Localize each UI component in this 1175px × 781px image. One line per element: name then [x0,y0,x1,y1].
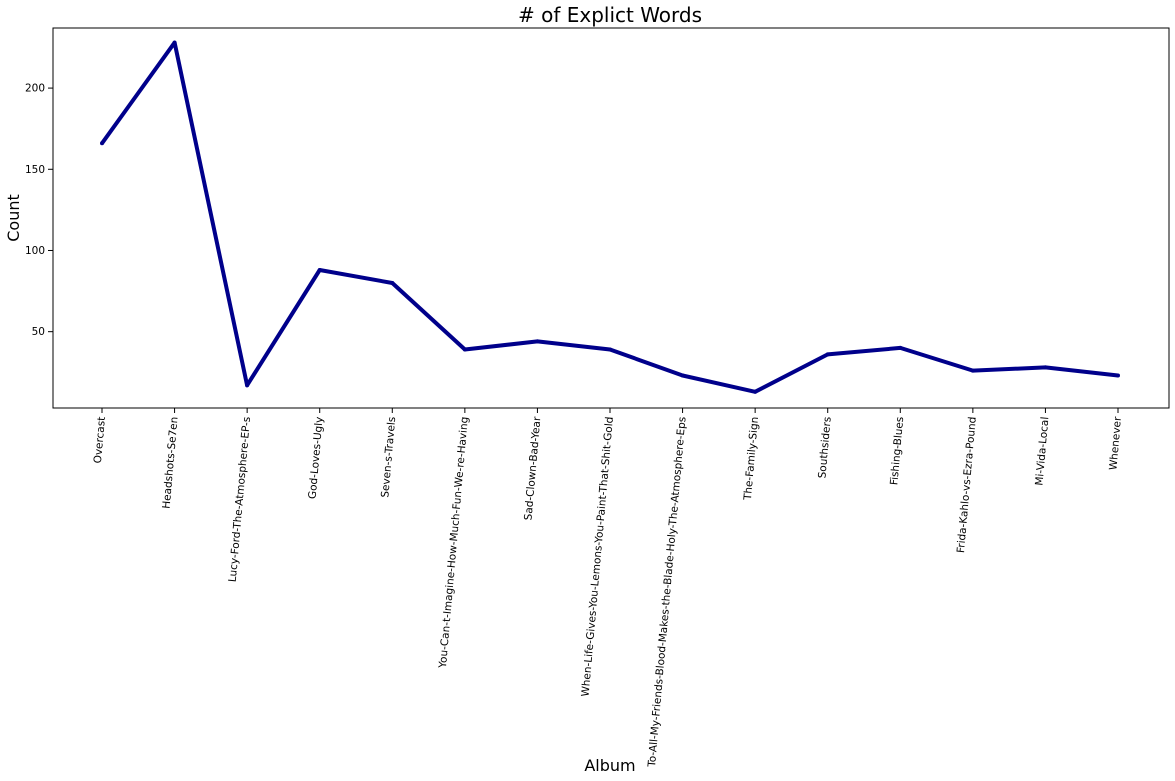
x-tick-label: You-Can-t-Imagine-How-Much-Fun-We-re-Hav… [437,416,471,669]
data-point [390,280,395,285]
x-tick-label: God-Loves-Ugly [307,416,326,499]
data-point [1116,373,1120,378]
x-tick-label: Overcast [92,416,108,464]
data-point [1043,365,1048,370]
plot-area-frame [52,27,1170,409]
y-axis: 50 100 150 200 [25,83,53,338]
y-axis-label: Count [4,194,23,242]
y-tick-label: 200 [25,83,45,95]
x-axis: Overcast Headshots-Se7en Lucy-Ford-The-Atm… [92,408,1124,768]
x-tick-label: Whenever [1107,416,1124,471]
x-tick-label: Sad-Clown-Bad-Year [522,416,543,521]
data-point [970,368,975,373]
data-point [462,347,467,352]
data-point [317,267,322,272]
series-line [100,40,1119,394]
data-point [825,352,830,357]
data-point [898,345,903,350]
x-axis-label: Album [584,756,635,775]
y-tick-label: 150 [25,164,45,176]
x-tick-label: Mi-Vida-Local [1033,416,1051,486]
x-tick-label: Fishing-Blues [888,416,906,485]
chart-title: # of Explict Words [518,3,702,27]
data-point [680,373,685,378]
x-tick-label: The-Family-Sign [742,416,761,501]
data-point [535,339,540,344]
x-tick-label: Lucy-Ford-The-Atmosphere-EP-s [227,416,253,582]
x-tick-label: Southsiders [816,416,833,479]
data-point [100,141,104,146]
x-tick-label: Headshots-Se7en [161,416,181,509]
data-point [608,347,612,352]
data-point [753,389,758,394]
y-tick-label: 50 [32,326,45,338]
x-tick-label: To-All-My-Friends-Blood-Makes-the-Blade-… [646,416,689,768]
x-tick-label: When-Life-Gives-You-Lemons-You-Paint-Tha… [580,416,616,697]
x-tick-label: Seven-s-Travels [379,416,398,498]
x-tick-label: Frida-Kahlo-vs-Ezra-Pound [955,416,979,553]
data-point [172,40,177,45]
y-tick-label: 100 [25,245,45,257]
data-point [245,383,250,388]
